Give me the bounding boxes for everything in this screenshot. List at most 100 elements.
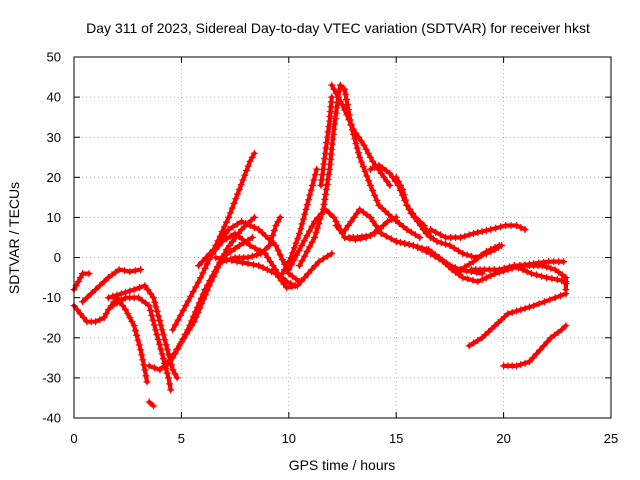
data-point (325, 123, 333, 130)
data-point (205, 254, 213, 262)
data-point (328, 81, 336, 89)
data-point (523, 268, 531, 276)
data-point (113, 291, 121, 299)
data-point (154, 335, 162, 343)
data-point (311, 262, 319, 270)
data-point (158, 326, 166, 334)
data-point (356, 153, 364, 161)
data-point (112, 268, 119, 276)
data-point (339, 101, 346, 109)
data-point (437, 239, 445, 247)
data-point (402, 196, 409, 204)
data-point (362, 145, 370, 153)
data-point (326, 209, 334, 217)
data-point (342, 90, 350, 98)
data-point (272, 242, 280, 249)
data-point (343, 95, 350, 103)
data-point (321, 195, 329, 203)
data-point (320, 200, 328, 208)
data-point (382, 167, 390, 175)
data-point (231, 230, 239, 237)
data-point (139, 356, 147, 364)
data-point (285, 266, 293, 274)
data-point (177, 311, 184, 319)
data-series-arc-24 (424, 242, 503, 274)
data-point (131, 327, 139, 335)
data-point (313, 165, 321, 173)
data-point (429, 235, 437, 243)
data-point (386, 169, 394, 177)
data-point (414, 218, 422, 225)
data-point (356, 205, 364, 213)
y-tick-label: -30 (42, 370, 61, 385)
data-point (183, 330, 191, 338)
data-point (195, 262, 203, 270)
data-point (459, 274, 467, 282)
data-point (255, 262, 263, 270)
y-tick-label: -40 (42, 411, 61, 426)
data-point (85, 270, 93, 278)
data-point (210, 273, 218, 281)
data-point (290, 244, 298, 252)
data-point (428, 248, 436, 256)
data-point (296, 230, 303, 237)
data-point (407, 209, 415, 217)
data-point (357, 137, 365, 145)
data-point (332, 222, 340, 229)
data-point (418, 246, 426, 253)
data-point (377, 169, 385, 177)
data-point (197, 274, 205, 282)
data-point (424, 246, 432, 253)
data-point (419, 226, 427, 233)
data-point (488, 325, 496, 333)
data-point (385, 210, 393, 218)
data-point (470, 230, 477, 237)
data-series-arc-12 (212, 250, 336, 292)
data-point (525, 358, 533, 366)
data-point (492, 224, 500, 232)
data-point (167, 386, 175, 394)
x-tick-label: 15 (389, 431, 403, 446)
data-point (352, 129, 360, 137)
data-point (272, 222, 280, 229)
data-point (446, 242, 454, 249)
data-point (478, 334, 486, 342)
data-point (257, 250, 265, 257)
data-point (550, 331, 558, 339)
data-series-arc-25 (427, 222, 529, 241)
data-point (214, 264, 222, 272)
data-point (225, 226, 233, 233)
data-point (109, 292, 117, 300)
data-point (220, 250, 228, 258)
data-point (137, 346, 145, 354)
data-point (487, 226, 495, 233)
data-point (313, 224, 321, 232)
data-point (332, 89, 340, 97)
data-point (135, 341, 143, 349)
data-series-arc-5 (109, 294, 175, 394)
data-point (298, 220, 306, 228)
data-point (557, 292, 564, 300)
y-tick-label: -20 (42, 330, 61, 345)
data-point (325, 170, 333, 178)
data-point (234, 190, 242, 198)
data-point (156, 340, 163, 348)
x-axis-label: GPS time / hours (289, 457, 396, 473)
data-point (322, 185, 330, 193)
data-point (300, 237, 308, 245)
y-tick-labels: -40 -30 -20 -10 0 10 20 30 40 50 (42, 50, 61, 426)
data-point (144, 286, 152, 294)
data-point (269, 262, 277, 270)
data-point (147, 290, 155, 298)
data-point (474, 229, 482, 236)
data-point (457, 266, 465, 274)
data-point (121, 267, 128, 275)
data-point (318, 176, 326, 184)
data-point (134, 294, 142, 302)
data-point (324, 175, 332, 183)
data-point (494, 319, 502, 327)
data-point (548, 275, 556, 283)
data-point (130, 322, 138, 330)
data-series-arc-13 (218, 213, 284, 266)
data-point (128, 318, 136, 326)
